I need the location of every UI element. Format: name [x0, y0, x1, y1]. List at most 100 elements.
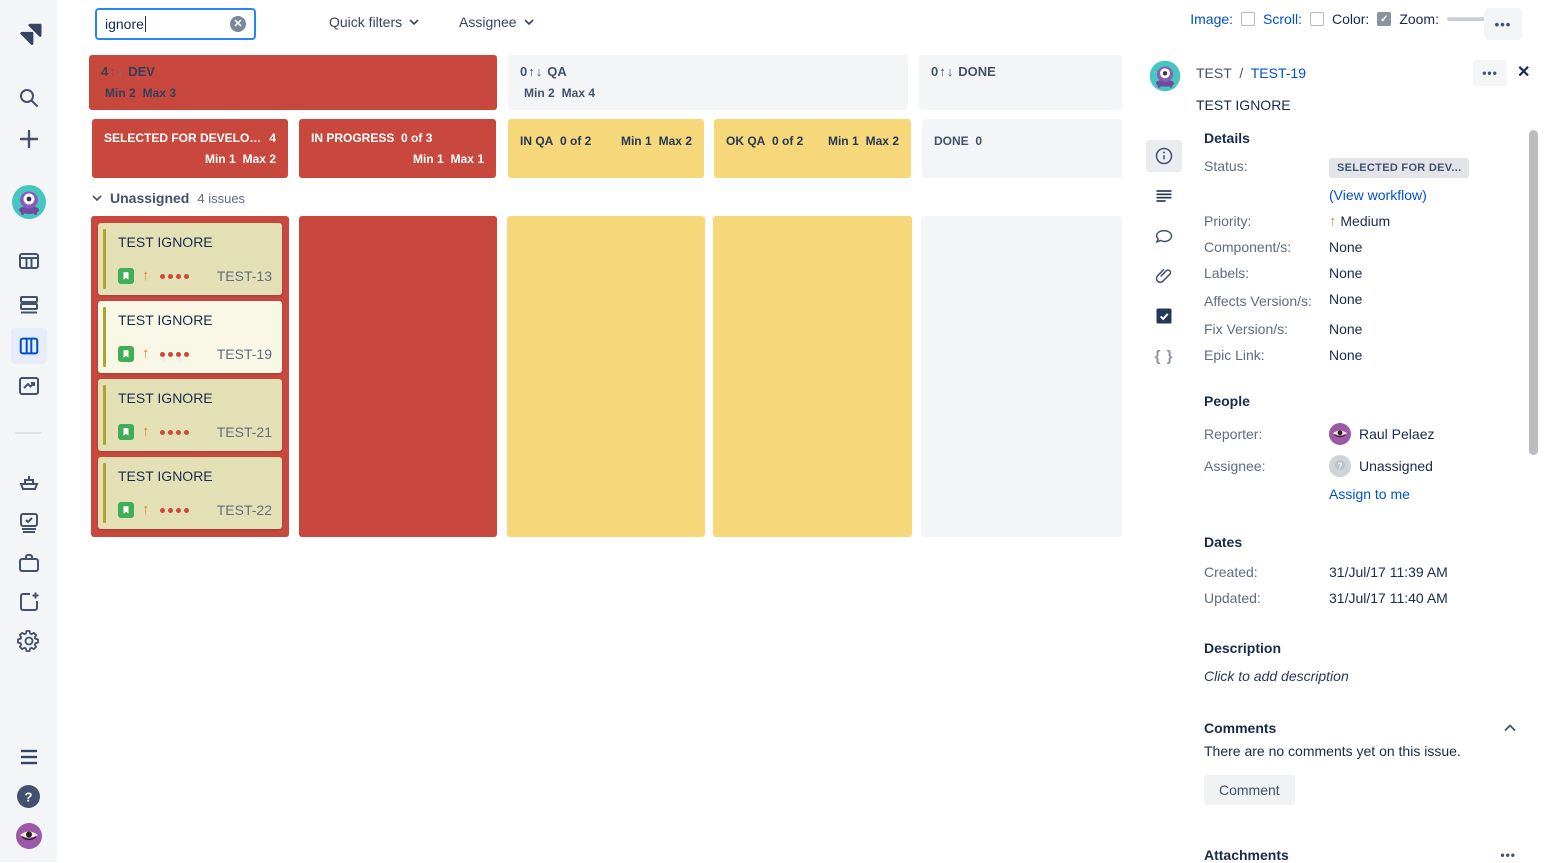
status-badge[interactable]: SELECTED FOR DEV... [1329, 158, 1470, 178]
story-type-icon [118, 502, 134, 518]
story-type-icon [118, 424, 134, 440]
description-heading: Description [1204, 640, 1282, 656]
priority-medium-icon: ↑ [1329, 213, 1337, 230]
collapse-chevron-icon[interactable] [1504, 724, 1516, 732]
tab-attachments[interactable] [1146, 260, 1182, 292]
assign-to-me-link[interactable]: Assign to me [1329, 486, 1410, 502]
column-selected-for-development[interactable]: SELECTED FOR DEVELOPM... 4 Min 1 Max 2 [92, 119, 288, 178]
sidebar-search-button[interactable] [0, 86, 57, 110]
comments-heading: Comments [1204, 720, 1277, 736]
issue-title[interactable]: TEST IGNORE [1196, 97, 1291, 113]
sidebar-help-button[interactable]: ? [0, 784, 57, 809]
comment-button[interactable]: Comment [1204, 775, 1295, 805]
extension-controls: Image: Scroll: Color: ✓ Zoom: [1190, 10, 1507, 28]
search-input[interactable]: ignore ✕ [95, 8, 256, 40]
swimlane-header[interactable]: Unassigned 4 issues [92, 190, 245, 206]
sort-down-icon: ↓ [535, 64, 543, 79]
tab-dev-info[interactable]: { } [1146, 340, 1182, 372]
attachments-more-icon[interactable]: ••• [1500, 848, 1516, 862]
card-color-stripe [103, 229, 106, 289]
days-in-column-dots [159, 507, 189, 513]
panel-scrollbar[interactable] [1529, 130, 1538, 455]
description-icon [1156, 190, 1172, 202]
issue-key[interactable]: TEST-21 [216, 424, 272, 440]
breadcrumb: TEST / TEST-19 [1196, 65, 1306, 81]
color-label: Color: [1331, 11, 1370, 27]
sidebar-item-components[interactable] [0, 551, 57, 575]
chevron-down-icon [524, 19, 534, 25]
app-sidebar: ? [0, 0, 57, 862]
issue-key[interactable]: TEST-19 [216, 346, 272, 362]
issue-project-avatar [1147, 58, 1183, 99]
project-avatar[interactable] [0, 182, 57, 222]
color-checkbox[interactable]: ✓ [1377, 12, 1392, 26]
breadcrumb-project[interactable]: TEST [1196, 65, 1232, 81]
assignee-field: Assignee: ? Unassigned Assign to me [1204, 455, 1516, 502]
reporter-avatar-icon [1329, 423, 1351, 445]
add-description-placeholder[interactable]: Click to add description [1204, 668, 1349, 684]
tab-details[interactable] [1146, 140, 1182, 172]
column-in-qa[interactable]: IN QA 0 of 2 Min 1 Max 2 [508, 119, 704, 178]
issue-detail-content: Details Status: SELECTED FOR DEV... (Vie… [1204, 130, 1516, 863]
user-avatar[interactable] [0, 822, 57, 850]
dev-name: DEV [128, 64, 155, 79]
tab-description[interactable] [1146, 180, 1182, 212]
add-shortcut-icon [19, 592, 38, 611]
sidebar-item-reports[interactable] [0, 374, 57, 398]
tab-comments[interactable] [1146, 220, 1182, 252]
updated-field: Updated: 31/Jul/17 11:40 AM [1204, 590, 1448, 606]
issue-key[interactable]: TEST-13 [216, 268, 272, 284]
column-group-done[interactable]: 0↑↓ DONE [919, 55, 1122, 110]
svg-text:?: ? [1337, 461, 1342, 470]
check-icon: ✓ [1380, 13, 1389, 25]
breadcrumb-issue-link[interactable]: TEST-19 [1250, 65, 1306, 81]
column-group-dev[interactable]: 4↑↓ DEV Min 2 Max 3 [89, 55, 497, 110]
dates-heading: Dates [1204, 534, 1243, 550]
qa-name: QA [547, 64, 567, 79]
sidebar-item-pages[interactable] [0, 510, 57, 534]
sidebar-item-cycle[interactable] [0, 249, 57, 273]
epic-link-field: Epic Link: None [1204, 347, 1363, 363]
issue-card[interactable]: TEST IGNORE ↑ TEST-13 [98, 223, 282, 295]
help-icon: ? [17, 785, 40, 808]
status-field: Status: SELECTED FOR DEV... (View workfl… [1204, 158, 1516, 203]
assignee-name[interactable]: Unassigned [1359, 458, 1433, 474]
sidebar-item-add-shortcut[interactable] [0, 590, 57, 614]
column-in-progress[interactable]: IN PROGRESS 0 of 3 Min 1 Max 1 [299, 119, 496, 178]
close-panel-icon[interactable]: ✕ [1517, 64, 1531, 81]
sidebar-item-settings[interactable] [0, 629, 57, 653]
column-group-qa[interactable]: 0↑↓ QA Min 2 Max 4 [508, 55, 908, 110]
board-more-button[interactable]: ••• [1484, 8, 1522, 40]
column-body-selected: TEST IGNORE ↑ TEST-13 TEST IGNORE ↑ TEST… [91, 216, 289, 537]
braces-icon: { } [1154, 347, 1174, 365]
sidebar-item-board[interactable] [0, 328, 57, 364]
reports-icon [18, 377, 39, 395]
checkbox-icon [1156, 308, 1172, 324]
sidebar-create-button[interactable] [0, 127, 57, 151]
view-workflow-link[interactable]: (View workflow) [1329, 187, 1427, 203]
paperclip-icon [1155, 268, 1172, 284]
zoom-slider-track [1447, 17, 1505, 21]
scroll-checkbox[interactable] [1309, 12, 1324, 26]
sidebar-item-backlog[interactable] [0, 293, 57, 317]
assignee-dropdown[interactable]: Assignee [459, 14, 534, 30]
image-checkbox[interactable] [1241, 12, 1256, 26]
column-ok-qa[interactable]: OK QA 0 of 2 Min 1 Max 2 [714, 119, 911, 178]
clear-search-icon[interactable]: ✕ [230, 16, 246, 32]
attachments-heading: Attachments [1204, 847, 1289, 863]
issue-card[interactable]: TEST IGNORE ↑ TEST-21 [98, 379, 282, 451]
issue-key[interactable]: TEST-22 [216, 502, 272, 518]
column-done[interactable]: DONE 0 [922, 119, 1122, 178]
quick-filters-dropdown[interactable]: Quick filters [329, 14, 419, 30]
column-body-in-qa [507, 216, 705, 537]
card-color-stripe [103, 385, 106, 445]
components-field: Component/s: None [1204, 239, 1363, 255]
issue-more-button[interactable]: ••• [1473, 60, 1507, 86]
affects-version-field: Affects Version/s: None [1204, 291, 1363, 309]
reporter-name[interactable]: Raul Pelaez [1359, 426, 1435, 442]
issue-card[interactable]: TEST IGNORE ↑ TEST-22 [98, 457, 282, 529]
tab-subtasks[interactable] [1146, 300, 1182, 332]
sidebar-item-releases[interactable] [0, 470, 57, 494]
sidebar-menu-button[interactable] [0, 748, 57, 766]
issue-card[interactable]: TEST IGNORE ↑ TEST-19 [98, 301, 282, 373]
